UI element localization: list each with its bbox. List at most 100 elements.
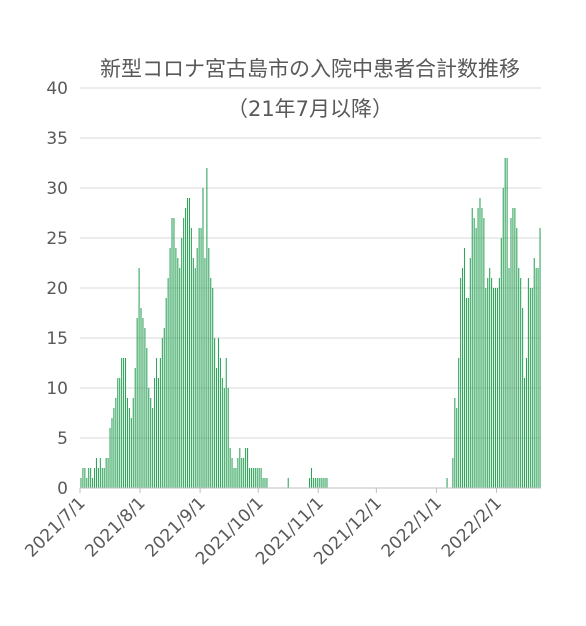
bar [128,408,130,488]
bar [458,358,460,488]
bar [99,458,101,488]
bar [217,338,220,488]
bar [198,228,200,488]
bar [512,208,514,488]
bar [245,448,247,488]
chart-subtitle: （21年7月以降） [227,97,393,121]
bar [243,458,245,488]
y-tick-label: 15 [46,329,68,349]
bar [97,468,99,488]
y-tick-label: 30 [46,179,68,199]
bar [179,268,181,488]
bar [90,468,92,488]
bar [248,468,251,488]
bar [221,378,223,488]
bar [121,358,123,488]
bar [489,268,491,488]
x-tick-label: 2021/7/1 [21,493,89,561]
y-tick-label: 5 [57,429,68,449]
bar [465,298,467,488]
bar [233,468,235,488]
bar [107,458,109,488]
bar [241,458,243,488]
bar [469,258,471,488]
bar [239,448,241,488]
bar [483,218,485,488]
x-tick-label: 2022/2/1 [438,493,506,561]
bar [252,468,254,488]
bar [119,378,121,488]
y-tick-label: 20 [46,279,68,299]
bar [533,258,535,488]
bar [493,288,495,488]
bar [109,428,111,488]
bar [86,478,88,488]
bar [175,248,177,488]
bar [113,408,115,488]
bar [502,188,504,488]
bar [130,418,132,488]
bar [479,198,481,488]
bar [165,298,167,488]
bar [216,368,218,488]
bar [496,288,498,488]
bar [219,358,221,488]
bar [514,208,516,488]
bar [212,288,214,488]
bar [227,388,229,488]
bar [101,468,103,488]
x-tick-label: 2021/8/1 [81,493,149,561]
bar [150,398,152,488]
bar [148,388,150,488]
bar [260,468,262,488]
y-tick-label: 25 [46,229,68,249]
bar [225,358,227,488]
bar [463,248,466,488]
bar [462,268,464,488]
bar [522,308,524,488]
bar [183,218,185,488]
bars [80,158,541,488]
bar [80,478,82,488]
bar [154,378,156,488]
y-tick-label: 0 [57,479,68,499]
bar [510,218,512,488]
bar [223,388,225,488]
bar [475,228,477,488]
y-tick-label: 40 [46,79,68,99]
bar [520,278,522,488]
bar [84,468,86,488]
y-tick-label: 10 [46,379,68,399]
bar [309,478,311,488]
bar [202,188,204,488]
bar [518,268,520,488]
bar [159,358,161,488]
bar [266,478,268,488]
bar [254,468,256,488]
bar [529,288,531,488]
bar [138,268,140,488]
bar [146,348,148,488]
bar [155,358,158,488]
bar [262,478,264,488]
y-axis: 0 5 10 15 20 25 30 35 40 [46,79,68,499]
bar [454,398,456,488]
bar [167,278,169,488]
bar [446,478,448,488]
bar [163,328,165,488]
bar [320,478,322,488]
bar [524,378,526,488]
bar [229,448,231,488]
bar [477,208,479,488]
bar [235,468,237,488]
bar [504,158,506,488]
bar [185,208,187,488]
bar [487,278,489,488]
bar [126,398,128,488]
bar [491,278,493,488]
bar [111,418,113,488]
bar [485,288,487,488]
bar [287,478,289,488]
bar [82,468,84,488]
